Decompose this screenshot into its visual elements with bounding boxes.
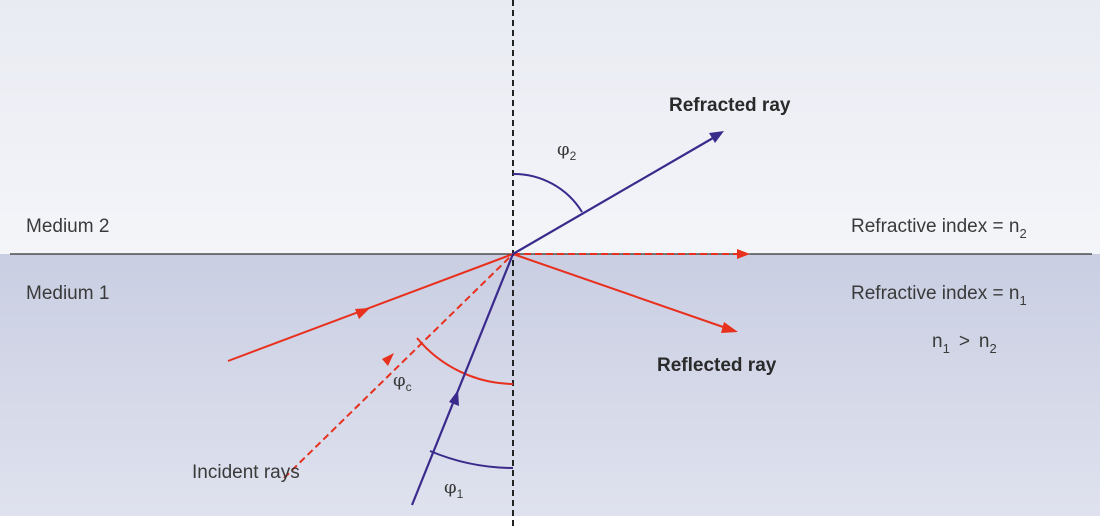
incident-rays-label: Incident rays [192,462,300,483]
angle-label-phi1: φ1 [444,477,464,501]
incident-ray-blue [410,253,515,506]
critical-incident-ray [283,253,514,479]
medium-2-label: Medium 2 [26,216,109,237]
angle-arc-phi2 [512,172,583,213]
refracted-ray-label: Refracted ray [669,95,791,116]
index-inequality: n1 > n2 [932,331,997,356]
incident-ray-red-arrow [355,308,370,319]
refractive-index-n2: Refractive index = n2 [851,216,1027,241]
medium-1-label: Medium 1 [26,283,109,304]
angle-label-phi2: φ2 [557,139,577,163]
refracted-ray-arrowhead [709,131,724,143]
incident-ray-blue-arrow [449,390,459,406]
refracted-ray [512,137,714,255]
angle-arc-phi1 [429,450,514,469]
grazing-refracted-ray-arrowhead [737,249,750,259]
medium-2-region [0,0,1100,254]
reflected-ray-arrowhead [721,322,738,333]
bottom-margin [0,516,1100,529]
angle-label-phic: φc [393,370,412,394]
incident-ray-red [227,253,514,362]
critical-incident-ray-arrow [382,353,394,366]
angle-arc-phic [416,337,514,385]
reflected-ray [512,253,727,329]
medium-1-region [0,254,1100,516]
refractive-index-n1: Refractive index = n1 [851,283,1027,308]
reflected-ray-label: Reflected ray [657,355,777,376]
